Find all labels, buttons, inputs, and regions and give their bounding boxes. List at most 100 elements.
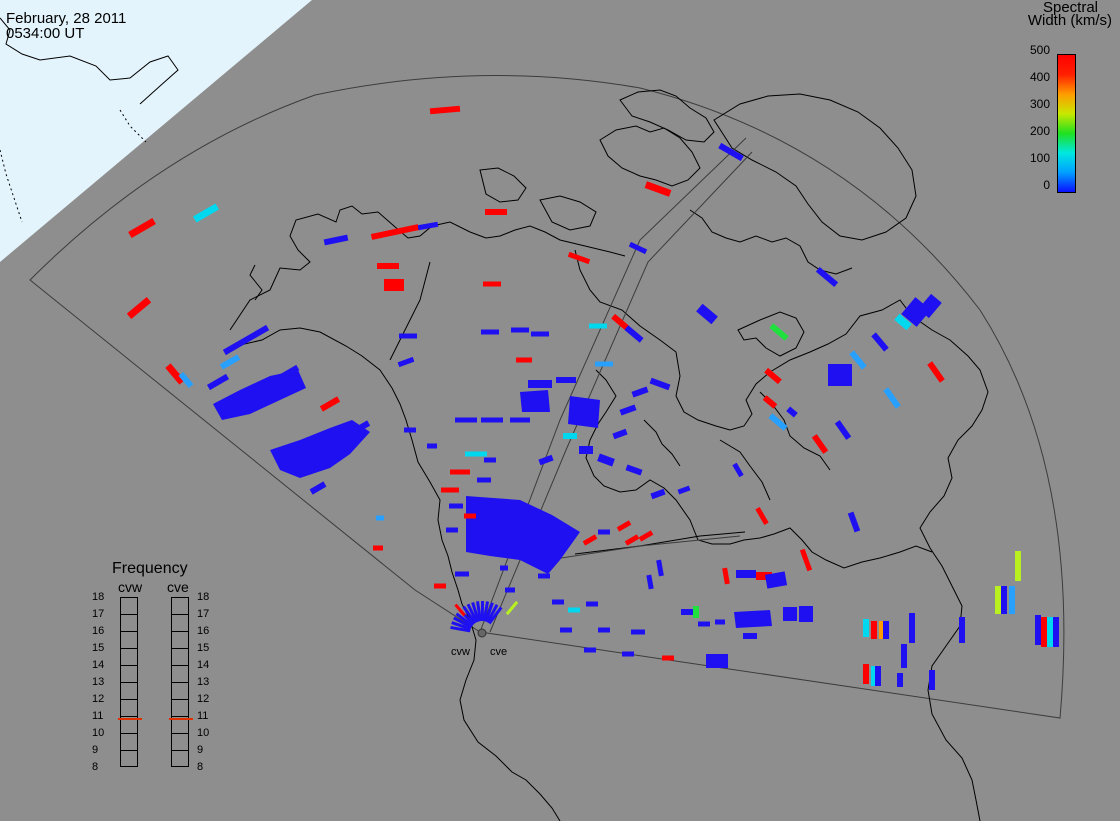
scatter-echo	[219, 354, 241, 370]
scatter-echo	[451, 621, 472, 631]
scatter-echo	[192, 203, 220, 223]
scatter-echo	[178, 371, 194, 389]
frequency-grid-line	[172, 716, 188, 717]
scatter-echo	[649, 377, 671, 391]
scatter-echo	[567, 251, 591, 265]
scatter-echo-region	[734, 610, 772, 628]
scatter-echo	[510, 417, 530, 423]
frequency-grid-line	[121, 665, 137, 666]
scatter-echo	[624, 534, 640, 546]
scatter-echo	[644, 181, 672, 197]
station-label-cve: cve	[490, 646, 508, 658]
scatter-echo	[434, 583, 446, 589]
scatter-echo	[646, 574, 654, 590]
scatter-echo	[612, 428, 628, 440]
scatter-echo	[879, 621, 885, 639]
scatter-echo	[883, 387, 901, 409]
scatter-echo	[718, 142, 744, 162]
colorbar-title-line2: Width (km/s)	[1027, 12, 1112, 29]
scatter-echo	[631, 629, 645, 635]
frequency-grid-line	[121, 614, 137, 615]
scatter-echo	[466, 603, 479, 623]
radar-name-cvw: cvw	[118, 579, 143, 595]
scatter-echo	[732, 462, 744, 478]
scatter-echo	[165, 363, 185, 385]
radar-name-cve: cve	[167, 579, 189, 595]
scatter-echo	[959, 617, 965, 643]
colorbar-tick: 400	[1029, 70, 1050, 84]
scatter-echo	[834, 420, 852, 440]
frequency-tick-left: 15	[92, 642, 105, 654]
scatter-echo	[453, 616, 473, 629]
scatter-echoes	[126, 105, 1059, 690]
time-label: 0534:00 UT	[6, 25, 85, 42]
scatter-echo	[582, 534, 598, 546]
scatter-echo	[579, 446, 593, 454]
station-label-cvw: cvw	[451, 646, 470, 658]
frequency-tick-right: 12	[197, 693, 210, 705]
scatter-echo	[538, 454, 554, 466]
scatter-echo	[662, 655, 674, 661]
scatter-echo	[786, 406, 798, 418]
scatter-echo	[918, 293, 942, 319]
scatter-echo	[595, 361, 613, 367]
scatter-echo	[455, 612, 474, 627]
scatter-echo-region	[828, 364, 852, 386]
scatter-echo	[589, 323, 607, 329]
frequency-grid-line	[172, 648, 188, 649]
scatter-echo	[871, 666, 877, 686]
scatter-echo	[462, 605, 477, 625]
scatter-echo	[450, 469, 470, 475]
scatter-echo	[815, 266, 839, 288]
scatter-echo	[446, 527, 458, 533]
scatter-echo	[849, 350, 867, 370]
scatter-echo	[995, 586, 1001, 614]
scatter-echo	[404, 427, 416, 433]
scatter-echo	[516, 357, 532, 363]
frequency-title: Frequency	[112, 560, 188, 577]
scatter-echo	[762, 395, 778, 409]
frequency-grid-line	[121, 699, 137, 700]
frequency-tick-right: 9	[197, 744, 204, 756]
frequency-tick-left: 14	[92, 659, 105, 671]
scatter-echo-region	[270, 420, 370, 478]
frequency-grid-line	[121, 716, 137, 717]
frequency-tick-right: 16	[197, 625, 210, 637]
frequency-tick-left: 18	[92, 591, 105, 603]
colorbar-title-line1: Spectral	[1042, 0, 1098, 16]
scatter-echo	[471, 601, 480, 622]
scatter-echo	[505, 600, 519, 616]
scatter-echo	[538, 573, 550, 579]
scatter-echo	[528, 380, 552, 388]
scatter-echo	[449, 503, 463, 509]
scatter-echo	[397, 356, 415, 368]
colorbar-tick: 0	[1043, 178, 1050, 192]
frequency-tick-right: 18	[197, 591, 210, 603]
scatter-echo	[616, 520, 632, 532]
scatter-echo	[370, 224, 420, 240]
scatter-echo	[531, 331, 549, 337]
scatter-echo	[743, 633, 757, 639]
scatter-echo	[756, 572, 772, 580]
colorbar-tick: 100	[1029, 151, 1050, 165]
scatter-echo	[483, 281, 501, 287]
frequency-scale-cvw	[118, 597, 142, 767]
scatter-echo	[681, 609, 695, 615]
frequency-indicator-cvw	[118, 717, 142, 720]
field-of-view	[29, 75, 1065, 719]
frequency-tick-right: 10	[197, 727, 210, 739]
scatter-echo	[377, 263, 399, 269]
frequency-grid-line	[172, 733, 188, 734]
scatter-echo	[783, 607, 797, 621]
scatter-echo	[909, 613, 915, 643]
frequency-indicator-cve	[169, 717, 193, 720]
frequency-scale-cve	[169, 597, 193, 767]
scatter-echo	[465, 451, 487, 457]
scatter-echo-region	[568, 396, 600, 428]
frequency-grid-line	[121, 631, 137, 632]
scatter-echo	[477, 477, 491, 483]
frequency-tick-left: 11	[92, 710, 104, 722]
scatter-echo	[482, 601, 490, 622]
scatter-echo	[454, 603, 466, 617]
